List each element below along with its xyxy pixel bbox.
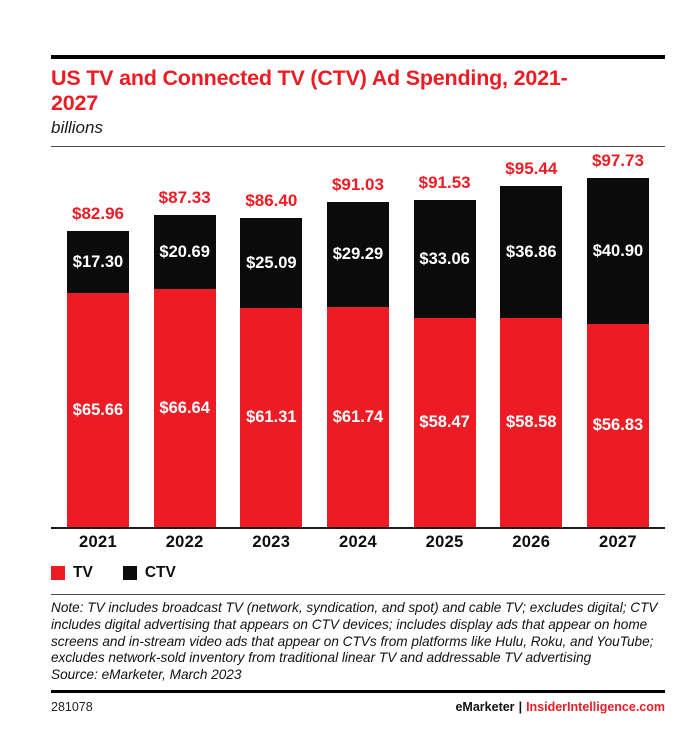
header-divider [51,146,665,148]
bar-segment-tv: $66.64 [153,289,216,528]
bar-segment-tv: $61.31 [240,308,303,528]
bar-segment-tv: $65.66 [67,293,129,528]
bar-segment-ctv: $40.90 [586,178,649,325]
total-value-label: $91.03 [331,175,384,195]
source-text: Source: eMarketer, March 2023 [51,666,242,682]
bar-group-2026: $95.44 $36.86 $58.58 [500,159,563,528]
x-axis-label-2024: 2024 [339,533,377,552]
bar-segment-tv: $61.74 [326,307,389,528]
bar-segment-ctv: $36.86 [500,186,563,319]
bar-group-2027: $97.73 $40.90 $56.83 [586,151,649,528]
footer-branding: eMarketer | InsiderIntelligence.com [455,700,665,714]
tv-swatch-icon [51,566,65,581]
footer: 281078 eMarketer | InsiderIntelligence.com [51,700,665,714]
x-axis-label-2021: 2021 [79,533,117,552]
total-value-label: $97.73 [591,151,644,171]
x-axis-label-2026: 2026 [512,533,551,552]
bar-group-2025: $91.53 $33.06 $58.47 [413,173,476,528]
legend-item-ctv: CTV [122,564,176,582]
bars-row: $82.96 $17.30 $65.66 $87.33 $20.69 $66.64 $86.… [51,147,665,530]
bar-segment-tv: $58.58 [500,318,563,528]
bar-segment-ctv: $25.09 [240,218,303,309]
total-value-label: $87.33 [158,188,211,208]
chart-page: US TV and Connected TV (CTV) Ad Spending… [51,55,665,714]
bar-segment-ctv: $29.29 [326,202,389,308]
total-value-label: $95.44 [505,159,558,179]
x-axis-label-2025: 2025 [425,533,464,552]
x-axis-label-2022: 2022 [165,533,204,552]
x-axis-label-2027: 2027 [598,533,637,552]
emarketer-logo: eMarketer [455,700,515,715]
total-value-label: $86.40 [245,191,298,211]
total-value-label: $82.96 [72,204,124,224]
note-text: Note: TV includes broadcast TV (network,… [51,600,658,666]
bar-group-2024: $91.03 $29.29 $61.74 [326,175,389,528]
bar-segment-tv: $58.47 [413,318,476,528]
legend-item-tv: TV [51,564,93,582]
legend: TV CTV [51,564,665,582]
bar-segment-ctv: $20.69 [153,215,216,290]
bar-segment-ctv: $33.06 [413,200,476,319]
bar-segment-tv: $56.83 [586,324,649,528]
chart-id: 281078 [51,700,93,715]
chart-title: US TV and Connected TV (CTV) Ad Spending… [51,66,568,115]
bar-group-2023: $86.40 $25.09 $61.31 [240,191,303,528]
bar-group-2022: $87.33 $20.69 $66.64 [153,188,216,528]
insider-intelligence-link[interactable]: InsiderIntelligence.com [526,700,665,715]
ctv-swatch-icon [122,566,137,581]
x-axis-label-2023: 2023 [252,533,291,552]
legend-label-tv: TV [73,564,93,582]
bar-segment-ctv: $17.30 [67,231,129,294]
legend-label-ctv: CTV [144,564,176,582]
x-axis: 2021 2022 2023 2024 2025 2026 2027 [51,529,665,552]
footer-separator: | [518,700,523,715]
bar-group-2021: $82.96 $17.30 $65.66 [67,204,129,528]
chart-subtitle: billions [51,118,103,138]
total-value-label: $91.53 [418,173,471,193]
note-divider [51,594,665,596]
bottom-divider [51,690,665,694]
top-divider [51,55,665,59]
